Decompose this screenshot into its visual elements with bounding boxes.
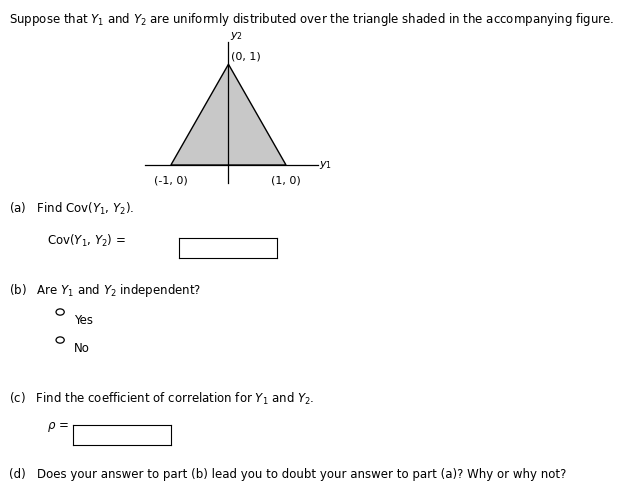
Text: (b)   Are $Y_1$ and $Y_2$ independent?: (b) Are $Y_1$ and $Y_2$ independent? [9,282,202,298]
Text: (-1, 0): (-1, 0) [154,175,188,185]
Text: $y_2$: $y_2$ [230,30,243,42]
Text: (a)   Find Cov($Y_1$, $Y_2$).: (a) Find Cov($Y_1$, $Y_2$). [9,200,135,216]
Text: Cov($Y_1$, $Y_2$) =: Cov($Y_1$, $Y_2$) = [47,233,127,249]
Text: Suppose that $Y_1$ and $Y_2$ are uniformly distributed over the triangle shaded : Suppose that $Y_1$ and $Y_2$ are uniform… [9,11,615,28]
Text: $\rho$ =: $\rho$ = [47,420,69,434]
Text: (1, 0): (1, 0) [271,175,301,185]
Text: (c)   Find the coefficient of correlation for $Y_1$ and $Y_2$.: (c) Find the coefficient of correlation … [9,391,315,407]
Text: Yes: Yes [74,314,93,327]
Text: (d)   Does your answer to part (b) lead you to doubt your answer to part (a)? Wh: (d) Does your answer to part (b) lead yo… [9,468,567,481]
Polygon shape [171,64,286,165]
Text: No: No [74,342,90,355]
Text: (0, 1): (0, 1) [231,51,261,61]
Text: $y_1$: $y_1$ [320,159,332,171]
